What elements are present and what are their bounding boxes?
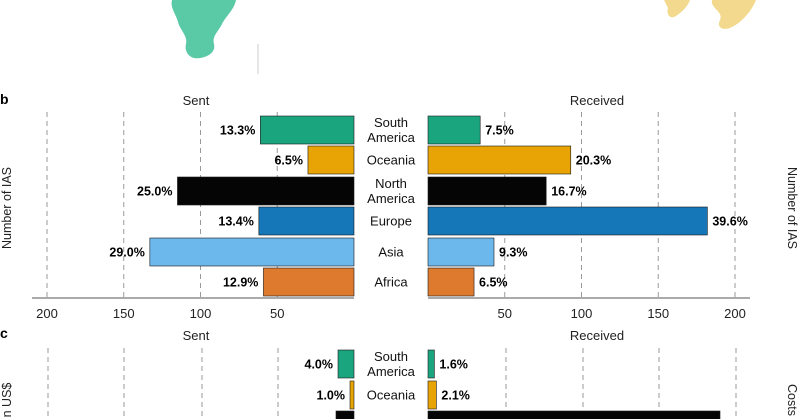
received-value-label-south-america: 1.6% xyxy=(439,358,468,372)
received-bar-north-america xyxy=(427,176,547,206)
region-label-line: Asia xyxy=(378,245,404,260)
panel-c-right-axis-label: Costs xyxy=(785,384,799,416)
sent-bar-europe xyxy=(258,206,355,236)
received-bar-oceania xyxy=(427,380,437,410)
region-label-line: America xyxy=(367,130,415,145)
received-value-label-europe: 39.6% xyxy=(712,215,747,229)
sent-tick-label: 50 xyxy=(270,306,284,321)
region-label-oceania: Oceania xyxy=(367,153,416,168)
received-value-label-asia: 9.3% xyxy=(499,246,528,260)
region-label-asia: Asia xyxy=(378,245,404,260)
received-tick-label: 50 xyxy=(498,306,512,321)
received-bar-asia xyxy=(427,237,495,267)
sent-bar-asia xyxy=(149,237,355,267)
region-label-africa: Africa xyxy=(374,275,408,290)
received-tick-label: 200 xyxy=(724,306,746,321)
received-bar-south-america xyxy=(427,115,481,145)
region-label-south-america: South America xyxy=(367,349,415,379)
region-label-line: America xyxy=(367,191,415,206)
sent-bar-oceania xyxy=(307,145,355,175)
sent-bar-south-america xyxy=(260,115,355,145)
received-bar-europe xyxy=(427,206,708,236)
sent-bar-north-america xyxy=(177,176,355,206)
received-bar-south-america xyxy=(427,349,435,379)
panel-c-letter: c xyxy=(0,325,8,341)
received-tick-label: 150 xyxy=(647,306,669,321)
region-label-line: South xyxy=(374,115,408,130)
sent-value-label-south-america: 13.3% xyxy=(220,124,255,138)
panel-b-letter: b xyxy=(0,91,9,107)
received-bar-africa xyxy=(427,267,475,297)
panel-c-left-axis-label: n US$ xyxy=(0,383,14,418)
panel-c-sent-header: Sent xyxy=(183,328,210,343)
panel-b-sent-header: Sent xyxy=(183,93,210,108)
sent-value-label-asia: 29.0% xyxy=(109,246,144,260)
received-value-label-oceania: 2.1% xyxy=(441,389,470,403)
region-label-line: Europe xyxy=(370,214,412,229)
sent-bar-south-america xyxy=(337,349,355,379)
sent-bar-north-america xyxy=(335,410,355,419)
sent-value-label-oceania: 6.5% xyxy=(274,154,303,168)
region-label-line: Africa xyxy=(374,275,408,290)
received-value-label-africa: 6.5% xyxy=(479,276,508,290)
panel-b-received-header: Received xyxy=(570,93,624,108)
panel-c-received-header: Received xyxy=(570,328,624,343)
received-bar-north-america xyxy=(427,410,721,419)
sent-tick-label: 200 xyxy=(36,306,58,321)
south-america-map-shape xyxy=(171,0,236,59)
region-label-line: Oceania xyxy=(367,153,416,168)
region-label-oceania: Oceania xyxy=(367,388,416,403)
region-label-line: America xyxy=(367,364,415,379)
sent-bar-oceania xyxy=(349,380,355,410)
sent-tick-label: 100 xyxy=(190,306,212,321)
map-fragment xyxy=(171,0,756,74)
panel-b-right-axis-label: Number of IAS xyxy=(785,167,799,249)
sent-value-label-north-america: 25.0% xyxy=(137,185,172,199)
region-label-europe: Europe xyxy=(370,214,412,229)
sent-value-label-europe: 13.4% xyxy=(218,215,253,229)
sent-bar-africa xyxy=(263,267,355,297)
received-value-label-south-america: 7.5% xyxy=(485,124,514,138)
received-bar-oceania xyxy=(427,145,572,175)
region-label-north-america: North America xyxy=(367,176,415,206)
oceania-map-shape xyxy=(664,0,756,29)
panel-b-left-axis-label: Number of IAS xyxy=(0,167,14,249)
region-label-line: South xyxy=(374,349,408,364)
received-tick-label: 100 xyxy=(571,306,593,321)
sent-tick-label: 150 xyxy=(113,306,135,321)
region-label-line: Oceania xyxy=(367,388,416,403)
received-value-label-north-america: 16.7% xyxy=(551,185,586,199)
sent-value-label-africa: 12.9% xyxy=(223,276,258,290)
region-label-line: North xyxy=(375,176,407,191)
sent-value-label-oceania: 1.0% xyxy=(317,389,346,403)
region-label-south-america: South America xyxy=(367,115,415,145)
received-value-label-oceania: 20.3% xyxy=(576,154,611,168)
sent-value-label-south-america: 4.0% xyxy=(305,358,334,372)
